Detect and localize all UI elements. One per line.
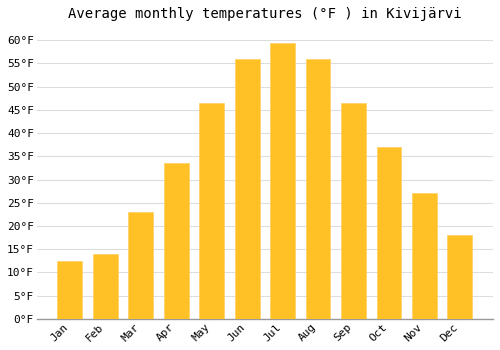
Title: Average monthly temperatures (°F ) in Kivijärvi: Average monthly temperatures (°F ) in Ki… [68,7,462,21]
Bar [448,235,472,319]
Bar [93,254,118,319]
Bar [235,59,260,319]
Bar [58,261,82,319]
Bar [412,194,437,319]
Bar [341,103,366,319]
Bar [376,147,402,319]
Bar [306,59,330,319]
Bar [200,103,224,319]
Bar [128,212,153,319]
Bar [270,43,295,319]
Bar [164,163,188,319]
